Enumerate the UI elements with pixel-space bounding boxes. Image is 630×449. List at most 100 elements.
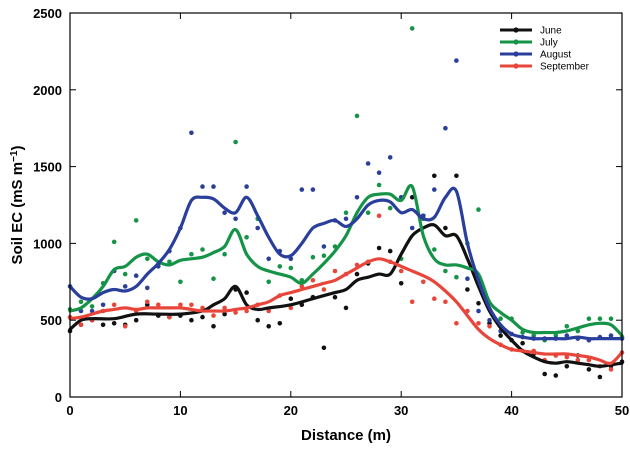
point-june-43 [542,371,547,377]
point-september-28 [376,213,382,219]
point-september-22 [310,278,316,283]
point-august-21 [299,187,305,192]
y-tick-label-5: 2500 [33,6,62,21]
point-june-14 [222,311,227,317]
point-july-15 [233,139,238,145]
point-july-13 [211,276,216,282]
point-june-20 [288,296,294,302]
point-july-20 [288,265,294,271]
point-september-7 [145,299,150,305]
x-tick-label-1: 10 [173,403,187,418]
point-september-14 [222,305,227,311]
point-august-17 [255,225,260,231]
legend-marker-august [513,51,519,57]
point-july-2 [89,304,95,309]
series-june [67,173,625,380]
y-tick-label-0: 0 [55,390,62,405]
point-september-11 [189,302,194,308]
point-august-45 [564,333,570,338]
x-tick-label-2: 20 [284,403,298,418]
point-july-10 [178,279,183,285]
point-july-7 [145,256,150,262]
x-tick-label-0: 0 [66,403,73,418]
point-august-7 [145,285,150,291]
point-july-19 [277,264,283,269]
point-july-34 [443,268,448,274]
point-june-18 [266,324,272,329]
legend-marker-september [513,63,519,69]
point-july-47 [586,316,592,322]
legend-label-july: July [540,38,558,49]
y-tick-label-4: 2000 [33,83,62,98]
point-august-15 [233,216,238,222]
point-september-45 [564,354,570,360]
point-june-34 [443,225,448,231]
point-september-37 [476,321,481,326]
legend-label-august: August [540,50,571,61]
point-july-48 [597,316,603,322]
point-september-32 [421,279,426,285]
point-june-35 [454,173,459,179]
point-august-35 [454,58,459,63]
legend-marker-june [513,27,519,33]
point-july-31 [409,26,415,31]
point-september-46 [575,357,581,363]
point-august-23 [321,244,327,249]
point-july-39 [498,316,503,322]
point-september-30 [398,268,404,274]
point-september-20 [288,305,294,311]
point-june-26 [354,271,360,277]
point-august-26 [354,195,360,200]
point-june-17 [255,317,260,323]
point-june-45 [564,364,570,369]
point-july-33 [432,247,437,252]
legend-label-june: June [540,26,562,37]
point-july-26 [354,113,360,119]
point-september-35 [454,321,459,326]
point-august-27 [365,161,371,166]
point-august-6 [133,273,139,279]
y-axis-title: Soil EC (mS m−1) [9,146,27,265]
point-june-6 [133,317,139,323]
point-june-47 [586,367,592,372]
series-layer [67,26,625,380]
point-july-12 [200,247,205,252]
point-june-25 [343,305,349,311]
point-september-8 [156,302,161,308]
point-july-23 [321,253,327,258]
point-june-36 [465,287,470,292]
point-september-16 [244,308,249,314]
legend-marker-july [513,39,519,45]
point-july-11 [189,251,194,257]
point-september-5 [122,324,128,329]
point-august-11 [189,130,194,136]
point-august-49 [608,333,614,338]
y-axis-title-close: ) [9,146,26,151]
point-september-13 [211,313,216,318]
trend-line-june [68,223,624,368]
point-july-29 [387,205,393,211]
plot-frame [69,12,623,398]
point-june-41 [520,340,525,346]
point-june-11 [189,317,194,323]
point-august-31 [409,225,415,231]
point-june-31 [409,195,415,200]
point-july-45 [564,324,570,329]
point-june-30 [398,281,404,286]
point-august-22 [310,187,316,192]
point-july-49 [608,316,614,322]
point-august-18 [266,256,272,262]
point-june-37 [476,301,481,306]
point-august-36 [465,276,470,282]
point-september-24 [332,268,338,274]
point-june-48 [597,374,603,380]
point-august-28 [376,170,382,175]
point-july-18 [266,279,272,285]
point-september-18 [266,308,272,314]
point-august-12 [200,184,205,189]
y-tick-label-3: 1500 [33,160,62,175]
point-september-34 [443,299,448,305]
point-july-25 [343,210,349,215]
